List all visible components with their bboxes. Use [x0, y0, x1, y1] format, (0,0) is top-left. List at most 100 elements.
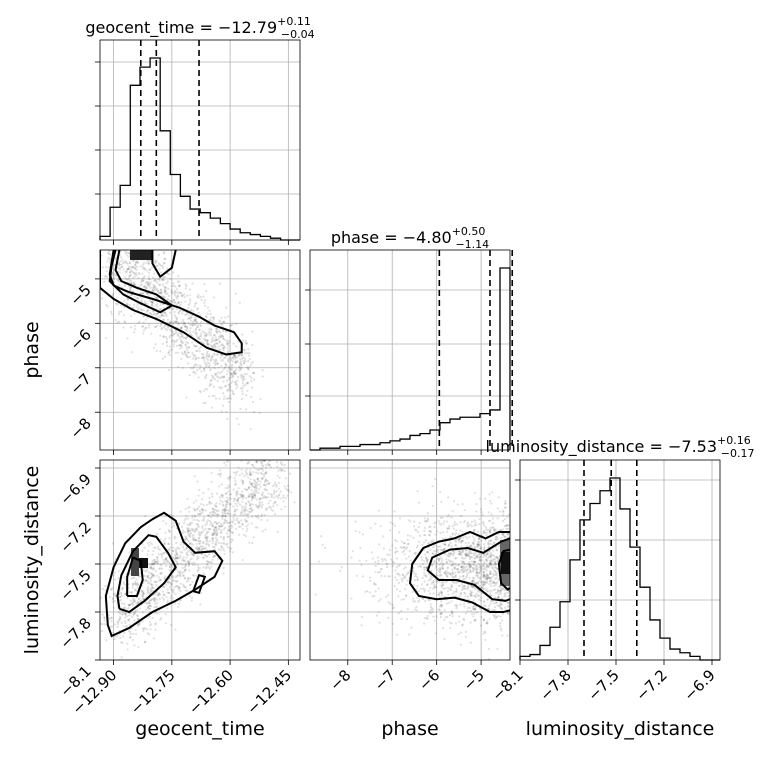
- sample-point: [151, 305, 154, 308]
- sample-point: [205, 357, 208, 360]
- sample-point: [391, 603, 394, 607]
- sample-point: [181, 531, 185, 535]
- sample-point: [103, 619, 106, 622]
- sample-point: [483, 574, 486, 578]
- sample-point: [201, 531, 204, 534]
- sample-point: [104, 589, 107, 592]
- sample-point: [164, 558, 167, 561]
- sample-point: [230, 520, 233, 523]
- sample-point: [123, 244, 125, 246]
- sample-point: [197, 556, 200, 559]
- sample-point: [185, 313, 188, 316]
- sample-point: [162, 261, 166, 265]
- sample-point: [440, 590, 443, 593]
- sample-point: [248, 486, 251, 489]
- sample-point: [188, 534, 192, 537]
- sample-point: [174, 549, 177, 552]
- sample-point: [467, 524, 470, 527]
- sample-point: [118, 263, 121, 266]
- sample-point: [155, 280, 158, 283]
- sample-point: [163, 577, 167, 580]
- sample-point: [204, 335, 208, 338]
- sample-point: [187, 560, 190, 563]
- sample-point: [232, 370, 236, 373]
- sample-point: [197, 296, 200, 299]
- sample-point: [217, 514, 220, 517]
- sample-point: [147, 262, 151, 265]
- sample-point: [496, 589, 499, 593]
- sample-point: [229, 394, 232, 397]
- sample-point: [487, 607, 490, 611]
- sample-point: [458, 615, 461, 618]
- sample-point: [234, 474, 237, 477]
- sample-point: [175, 340, 178, 343]
- sample-point: [209, 516, 213, 519]
- sample-point: [222, 536, 225, 540]
- sample-point: [226, 389, 229, 392]
- sample-point: [432, 615, 435, 618]
- sample-point: [128, 262, 131, 265]
- sample-point: [184, 300, 187, 303]
- sample-point: [175, 580, 178, 583]
- sample-point: [226, 359, 230, 362]
- contour-level-2: [116, 534, 177, 614]
- sample-point: [275, 483, 278, 486]
- sample-point: [476, 571, 479, 574]
- sample-point: [241, 522, 244, 525]
- sample-point: [213, 555, 216, 558]
- sample-point: [478, 553, 481, 556]
- sample-point: [489, 560, 492, 563]
- sample-point: [374, 570, 377, 574]
- sample-point: [222, 375, 225, 378]
- sample-point: [482, 618, 486, 622]
- sample-point: [173, 535, 176, 538]
- sample-point: [213, 394, 216, 398]
- sample-point: [476, 554, 479, 557]
- sample-point: [120, 594, 123, 598]
- sample-point: [114, 635, 117, 638]
- sample-point: [243, 505, 247, 508]
- sample-point: [220, 494, 224, 497]
- sample-point: [150, 303, 153, 306]
- sample-point: [134, 582, 137, 585]
- sample-point: [191, 562, 194, 565]
- sample-point: [476, 543, 480, 547]
- sample-point: [268, 460, 271, 463]
- sample-point: [160, 290, 163, 294]
- sample-point: [220, 545, 223, 548]
- sample-point: [205, 522, 208, 525]
- sample-point: [141, 595, 144, 598]
- sample-point: [220, 529, 223, 532]
- sample-point: [147, 582, 150, 585]
- sample-point: [351, 550, 354, 553]
- sample-point: [161, 276, 164, 279]
- sample-point: [222, 320, 225, 323]
- sample-point: [504, 500, 507, 503]
- sample-point: [490, 579, 493, 582]
- sample-point: [122, 314, 126, 317]
- sample-point: [229, 497, 232, 500]
- sample-point: [125, 624, 128, 628]
- sample-point: [256, 526, 259, 529]
- sample-point: [469, 565, 472, 568]
- sample-point: [472, 563, 475, 566]
- sample-point: [225, 496, 228, 499]
- sample-point: [195, 522, 198, 526]
- sample-point: [264, 472, 267, 475]
- sample-point: [117, 245, 119, 247]
- sample-point: [139, 292, 143, 295]
- sample-point: [214, 505, 218, 508]
- sample-point: [434, 552, 437, 556]
- sample-point: [168, 585, 172, 589]
- sample-point: [254, 487, 257, 490]
- sample-point: [220, 525, 223, 528]
- sample-point: [482, 530, 485, 533]
- sample-point: [216, 362, 220, 365]
- sample-point: [245, 529, 248, 533]
- sample-point: [226, 342, 229, 345]
- sample-point: [282, 457, 284, 459]
- sample-point: [212, 296, 216, 299]
- sample-point: [202, 516, 205, 520]
- sample-point: [180, 327, 183, 330]
- sample-point: [461, 586, 464, 589]
